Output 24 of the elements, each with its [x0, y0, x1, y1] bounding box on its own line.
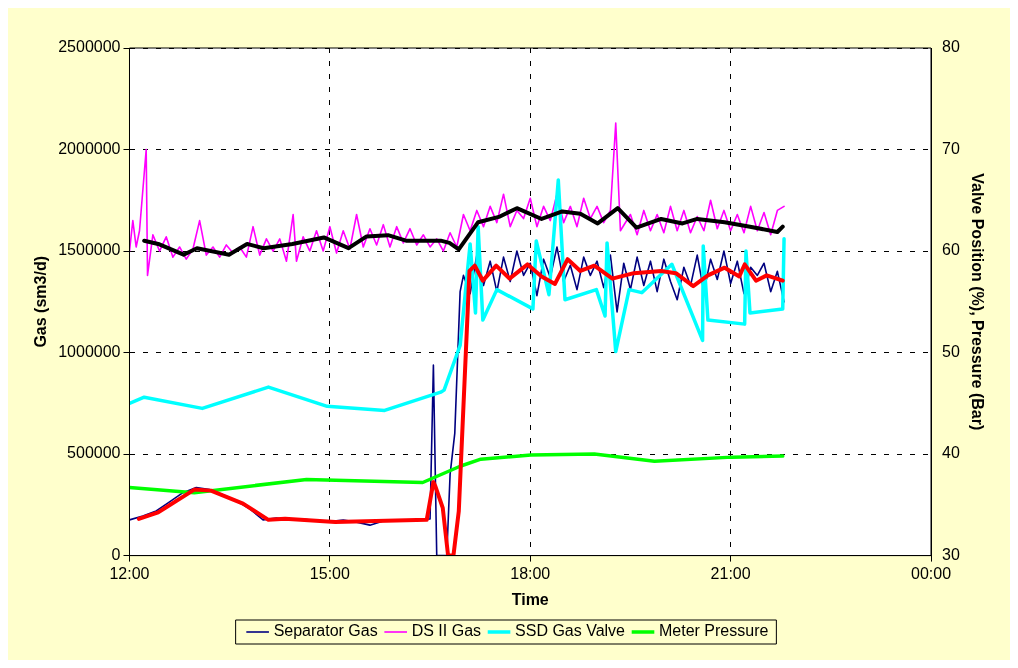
- x-tick-label: 12:00: [109, 564, 150, 582]
- y2-tick-label: 50: [942, 342, 960, 360]
- x-axis-title: Time: [511, 590, 549, 608]
- y2-tick-label: 70: [942, 139, 960, 157]
- legend-label: Separator Gas: [273, 622, 378, 640]
- x-tick-label: 15:00: [309, 564, 350, 582]
- legend-label: Meter Pressure: [659, 622, 769, 640]
- y-tick-label: 2000000: [58, 139, 121, 157]
- x-tick-label: 18:00: [510, 564, 551, 582]
- legend-label: DS II Gas: [411, 622, 482, 640]
- y2-tick-label: 30: [942, 546, 960, 564]
- y-tick-label: 0: [111, 546, 121, 564]
- x-tick-label: 00:00: [910, 564, 952, 582]
- y2-tick-label: 40: [942, 444, 960, 462]
- y2-tick-label: 60: [942, 241, 960, 259]
- y2-axis-title: Valve Position (%), Pressure (Bar): [968, 173, 986, 431]
- y-tick-label: 1000000: [58, 342, 121, 360]
- y-tick-label: 500000: [67, 444, 121, 462]
- y-tick-label: 2500000: [58, 38, 121, 56]
- y2-tick-label: 80: [942, 38, 960, 56]
- y-axis-title: Gas (sm3/d): [32, 256, 50, 348]
- x-tick-label: 21:00: [710, 564, 751, 582]
- legend-label: SSD Gas Valve: [515, 622, 626, 640]
- y-tick-label: 1500000: [58, 241, 121, 259]
